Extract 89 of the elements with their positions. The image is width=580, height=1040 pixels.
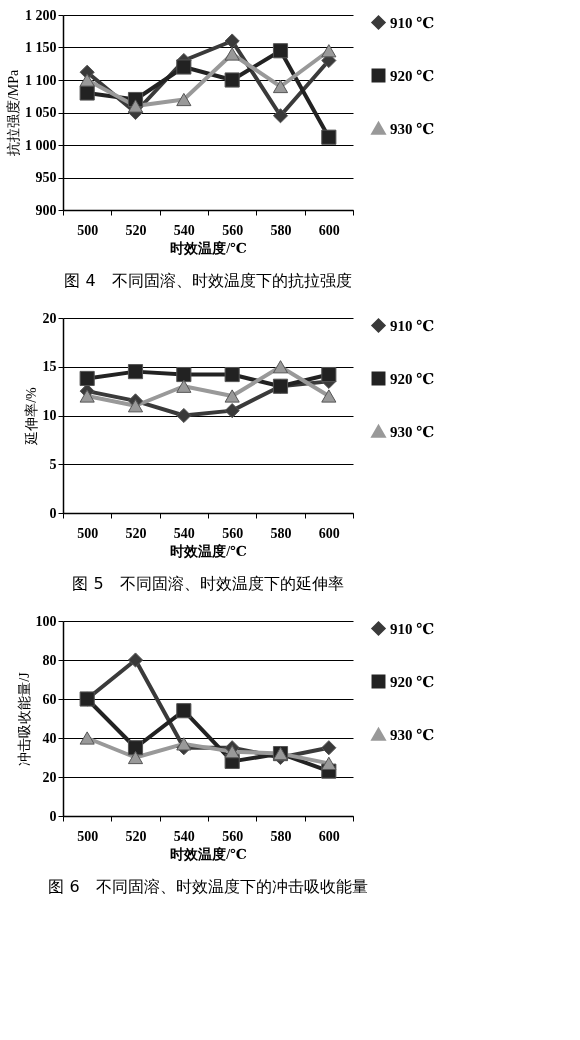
text: 图 4 不同固溶、时效温度下的抗拉强度 <box>64 271 352 290</box>
y-tick-label: 950 <box>35 170 57 185</box>
point <box>176 407 192 424</box>
y-tick-label: 20 <box>42 769 57 785</box>
y-tick-label: 10 <box>42 408 57 423</box>
point <box>127 364 144 380</box>
point <box>224 403 240 419</box>
y-axis-title: 抗拉强度/MPa <box>6 69 21 157</box>
point <box>224 366 240 383</box>
x-tick-label: 580 <box>270 828 292 844</box>
point <box>176 59 192 75</box>
point <box>224 47 240 61</box>
point <box>176 366 192 383</box>
y-tick-label: 0 <box>49 808 57 824</box>
point <box>176 737 192 751</box>
y-tick-label: 5 <box>49 456 57 472</box>
x-tick-label: 520 <box>125 828 147 844</box>
point <box>272 108 289 124</box>
y-tick-label: 100 <box>35 613 57 629</box>
y-tick-label: 1 000 <box>25 137 57 153</box>
point <box>176 379 192 393</box>
x-axis-title: 时效温度/℃ <box>170 542 248 559</box>
x-tick-label: 560 <box>222 828 244 844</box>
y-tick-label: 0 <box>49 505 57 521</box>
point <box>321 740 337 756</box>
point <box>127 99 144 113</box>
point <box>224 33 240 49</box>
text: 图 5 不同固溶、时效温度下的延伸率 <box>72 574 344 593</box>
legend-label: 920 ℃ <box>390 370 435 387</box>
y-axis-title: 冲击吸收能量/J <box>16 671 32 766</box>
legend-label: 910 ℃ <box>390 620 435 637</box>
x-tick-label: 520 <box>125 525 147 541</box>
point <box>321 389 337 403</box>
x-tick-label: 560 <box>222 525 244 541</box>
y-tick-label: 80 <box>42 652 57 668</box>
y-tick-label: 1 100 <box>25 72 57 88</box>
legend-label: 920 ℃ <box>390 67 435 84</box>
x-tick-label: 520 <box>125 222 147 238</box>
point <box>272 360 289 374</box>
x-tick-label: 540 <box>173 222 195 238</box>
point <box>224 389 240 403</box>
legend-label: 930 ℃ <box>390 120 435 137</box>
x-tick-label: 540 <box>173 828 195 844</box>
point <box>127 740 144 756</box>
point <box>79 389 95 403</box>
y-axis-title: 延伸率/% <box>23 386 39 446</box>
x-tick-label: 580 <box>270 222 292 238</box>
point <box>127 652 144 668</box>
x-tick-label: 500 <box>77 222 99 238</box>
y-tick-label: 900 <box>35 202 57 218</box>
x-tick-label: 600 <box>318 222 340 238</box>
point <box>272 43 289 59</box>
text: 图 6 不同固溶、时效温度下的冲击吸收能量 <box>48 877 368 896</box>
y-tick-label: 20 <box>42 310 57 326</box>
y-tick-label: 15 <box>42 359 57 375</box>
legend-label: 920 ℃ <box>390 673 435 690</box>
y-tick-label: 1 150 <box>25 40 57 55</box>
y-tick-label: 40 <box>42 730 57 746</box>
point <box>321 756 337 770</box>
point <box>79 370 95 387</box>
x-tick-label: 500 <box>77 828 99 844</box>
point <box>127 750 144 765</box>
point <box>79 85 95 101</box>
y-tick-label: 1 200 <box>25 7 57 23</box>
point <box>321 366 337 383</box>
point <box>272 79 289 94</box>
point <box>321 44 337 58</box>
point <box>321 129 337 145</box>
x-tick-label: 540 <box>173 525 195 541</box>
legend-label: 930 ℃ <box>390 726 435 743</box>
x-tick-label: 560 <box>222 222 244 238</box>
legend-label: 910 ℃ <box>390 317 435 334</box>
x-tick-label: 600 <box>318 828 340 844</box>
legend-label: 910 ℃ <box>390 14 435 31</box>
x-tick-label: 600 <box>318 525 340 541</box>
point <box>79 73 95 87</box>
point <box>224 745 240 759</box>
legend-label: 930 ℃ <box>390 423 435 440</box>
x-axis-title: 时效温度/℃ <box>170 845 248 862</box>
point <box>224 72 240 88</box>
point <box>79 731 95 745</box>
point <box>176 92 192 107</box>
x-tick-label: 580 <box>270 525 292 541</box>
point <box>176 703 192 719</box>
x-tick-label: 500 <box>77 525 99 541</box>
y-tick-label: 1 050 <box>25 105 57 120</box>
y-tick-label: 60 <box>42 691 57 707</box>
x-axis-title: 时效温度/℃ <box>170 239 248 256</box>
point <box>127 399 144 413</box>
